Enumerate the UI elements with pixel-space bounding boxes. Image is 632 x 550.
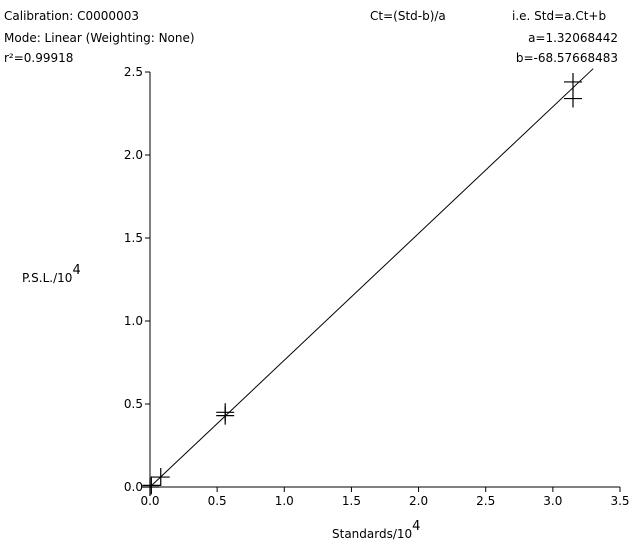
x-tick-label: 0.5 <box>208 494 227 508</box>
x-axis-title: Standards/104 <box>332 519 420 541</box>
data-point-marker <box>142 476 161 495</box>
x-tick-label: 1.5 <box>342 494 361 508</box>
y-axis-title-exponent: 4 <box>72 263 80 278</box>
x-tick-label: 3.0 <box>543 494 562 508</box>
y-tick-label: 2.0 <box>124 148 143 162</box>
data-point-marker <box>151 468 170 487</box>
y-axis-title-text: P.S.L./10 <box>22 271 72 285</box>
data-point-marker <box>564 89 582 108</box>
x-tick-label: 2.5 <box>476 494 495 508</box>
coefficient-b-label: b=-68.57668483 <box>515 51 618 65</box>
y-tick-label: 2.5 <box>124 65 143 79</box>
r-squared-label: r²=0.99918 <box>4 51 74 65</box>
plot-area: 0.0 0.5 1.0 1.5 2.0 2.5 3.0 3.5 0.0 0.5 1.0 1.5 2.0 2… <box>124 65 630 508</box>
y-tick-label: 0.0 <box>124 480 143 494</box>
calibration-label: Calibration: C0000003 <box>4 9 139 23</box>
y-tick-label: 1.0 <box>124 314 143 328</box>
mode-label: Mode: Linear (Weighting: None) <box>4 31 195 45</box>
x-tick-label: 1.0 <box>275 494 294 508</box>
y-axis-title: P.S.L./104 <box>22 263 81 285</box>
data-point-marker <box>141 478 159 496</box>
data-point-marker <box>564 72 582 91</box>
inverse-formula-label: i.e. Std=a.Ct+b <box>512 9 607 23</box>
x-axis-title-exponent: 4 <box>412 519 420 534</box>
x-tick-label: 0.0 <box>140 494 159 508</box>
coefficient-a-label: a=1.32068442 <box>528 31 618 45</box>
y-tick-label: 0.5 <box>124 397 143 411</box>
formula-label: Ct=(Std-b)/a <box>370 9 446 23</box>
y-tick-label: 1.5 <box>124 231 143 245</box>
x-tick-label: 2.0 <box>409 494 428 508</box>
data-point-marker <box>216 403 235 422</box>
x-tick-label: 3.5 <box>610 494 629 508</box>
calibration-fit-line <box>149 68 594 488</box>
x-axis-title-text: Standards/10 <box>332 527 412 541</box>
